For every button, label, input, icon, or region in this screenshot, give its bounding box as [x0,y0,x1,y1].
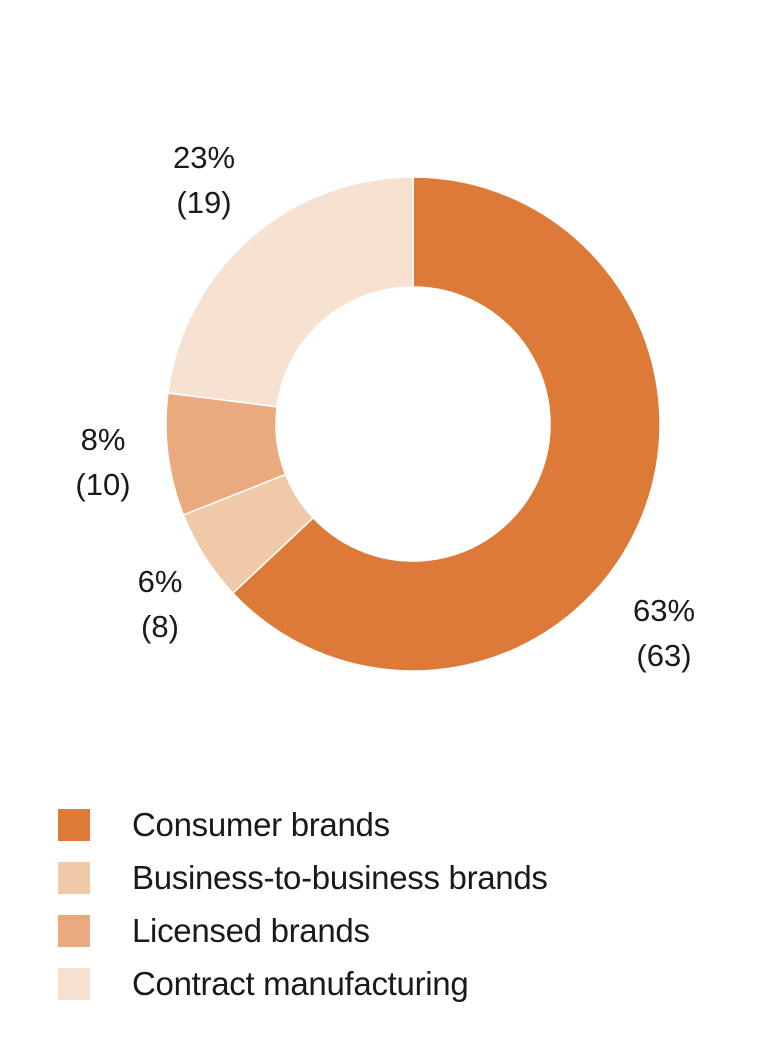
donut-chart: 63% (63) 6% (8) 8% (10) 23% (19) [75,140,695,673]
legend-label: Business-to-business brands [132,858,548,896]
legend-label: Contract manufacturing [132,964,469,1002]
legend-item-consumer-brands: Consumer brands [58,798,548,851]
legend-swatch-b2b-brands [58,861,90,894]
data-label-percent-licensed-brands: 8% [81,422,126,457]
data-label-percent-contract-manufacturing: 23% [173,140,235,175]
data-label-percent-b2b-brands: 6% [138,564,183,599]
data-label-prior-b2b-brands: (8) [141,609,179,644]
donut-slice-contract-manufacturing [167,176,414,408]
legend-swatch-contract-manufacturing [58,967,90,1000]
legend-label: Licensed brands [132,911,370,949]
legend: Consumer brands Business-to-business bra… [58,798,548,1010]
donut-slice-consumer-brands [231,176,661,672]
legend-item-b2b-brands: Business-to-business brands [58,851,548,904]
data-label-prior-consumer-brands: (63) [636,638,691,673]
data-label-prior-licensed-brands: (10) [75,467,130,502]
legend-item-licensed-brands: Licensed brands [58,904,548,957]
legend-item-contract-manufacturing: Contract manufacturing [58,957,548,1010]
data-label-percent-consumer-brands: 63% [633,593,695,628]
legend-swatch-consumer-brands [58,808,90,841]
legend-label: Consumer brands [132,805,390,843]
data-label-prior-contract-manufacturing: (19) [176,185,231,220]
legend-swatch-licensed-brands [58,914,90,947]
